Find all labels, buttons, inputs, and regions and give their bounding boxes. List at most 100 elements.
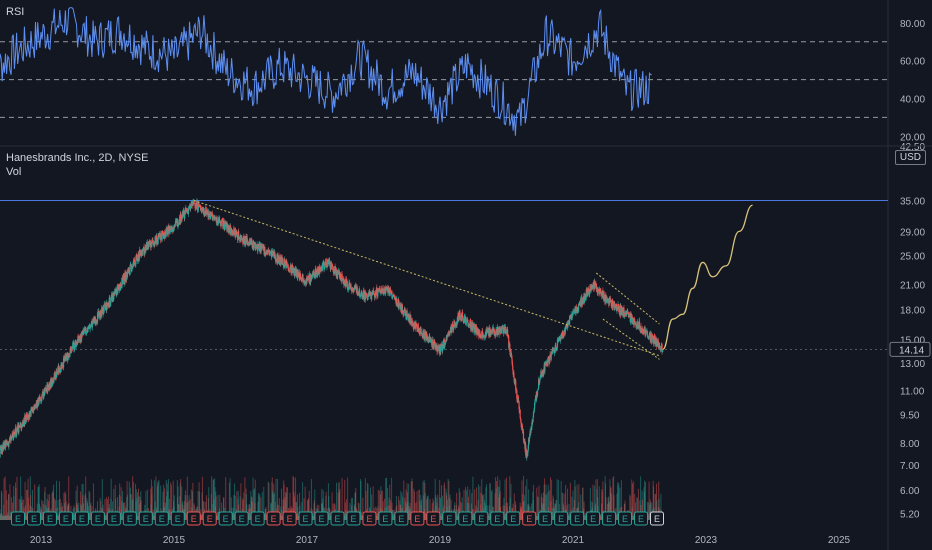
candle-body [539, 375, 542, 378]
candle-body [313, 270, 315, 274]
volume-bar [188, 495, 190, 520]
volume-bar [572, 490, 574, 520]
candle-body [20, 428, 23, 429]
candle-body [410, 324, 413, 326]
volume-bar [551, 508, 553, 520]
volume-bar [104, 515, 106, 520]
volume-bar [339, 491, 341, 520]
candle-body [487, 328, 489, 333]
volume-bar [584, 515, 586, 520]
volume-bar [629, 496, 631, 520]
candle-body [6, 442, 8, 445]
volume-bar [503, 497, 505, 520]
candle-body [143, 246, 145, 251]
candle-body [201, 207, 204, 211]
candle-body [527, 450, 529, 454]
volume-bar [406, 492, 408, 520]
candle-body [266, 251, 269, 254]
volume-bar [9, 484, 11, 520]
candle-body [216, 217, 218, 223]
candle-body [532, 412, 535, 418]
volume-bar [34, 484, 36, 520]
volume-bar [243, 492, 245, 520]
candle-body [152, 242, 154, 243]
candle-body [486, 329, 488, 332]
candle-body [122, 278, 124, 281]
candle-body [497, 329, 499, 333]
candle-body [212, 216, 215, 218]
candle-body [67, 355, 69, 361]
volume-bar [541, 493, 543, 520]
volume-bar [167, 490, 169, 520]
candle-body [85, 333, 88, 334]
candle-body [479, 334, 481, 337]
candle-body [144, 252, 146, 255]
volume-bar [655, 493, 657, 520]
candle-body [383, 288, 386, 291]
volume-bar [652, 480, 654, 520]
volume-bar [19, 499, 21, 520]
volume-bar [648, 502, 650, 520]
volume-bar [425, 513, 427, 520]
volume-bar [181, 501, 183, 520]
volume-bar [208, 487, 210, 520]
candle-body [430, 339, 433, 343]
candle-body [275, 259, 277, 262]
candle-body [235, 234, 237, 237]
volume-bar [392, 510, 394, 520]
candle-body [332, 267, 334, 269]
volume-bar [7, 512, 9, 520]
volume-bar [245, 494, 247, 520]
volume-bar [616, 513, 618, 520]
volume-bar [656, 500, 658, 520]
volume-bar [286, 487, 288, 520]
candle-body [480, 335, 482, 338]
volume-bar [46, 498, 48, 520]
candle-body [210, 211, 212, 214]
candle-body [416, 326, 418, 327]
volume-bar [658, 498, 660, 520]
volume-bar [26, 490, 28, 520]
volume-bar [22, 499, 24, 520]
candle-body [527, 445, 529, 451]
volume-bar [20, 476, 22, 520]
volume-bar [321, 488, 323, 520]
volume-bar [228, 482, 230, 520]
candle-body [389, 288, 392, 291]
volume-bar [20, 502, 22, 520]
volume-bar [426, 496, 428, 520]
volume-bar [216, 515, 218, 520]
volume-bar [72, 508, 74, 520]
volume-bar [498, 486, 500, 520]
candle-body [310, 274, 312, 281]
volume-bar [281, 509, 283, 520]
volume-bar [140, 491, 142, 520]
volume-bar [658, 481, 660, 520]
candle-body [217, 223, 219, 226]
volume-bar [565, 484, 567, 520]
candle-body [536, 395, 538, 398]
candle-body [25, 413, 27, 421]
volume-bar [425, 515, 427, 520]
volume-bar [115, 498, 117, 520]
volume-bar [153, 515, 155, 520]
volume-bar [258, 495, 260, 520]
volume-bar [3, 478, 5, 520]
volume-bar [542, 497, 544, 520]
candle-body [185, 209, 187, 212]
volume-bar [212, 479, 214, 520]
candle-body [516, 390, 518, 399]
candle-body [65, 354, 67, 355]
volume-bar [268, 482, 270, 520]
candle-body [78, 340, 80, 342]
candle-body [152, 240, 154, 243]
volume-bar [56, 480, 58, 520]
rsi-tick-label: 42.50 [900, 142, 925, 153]
volume-bar [198, 491, 200, 520]
candle-body [129, 265, 131, 275]
volume-bar [351, 497, 353, 520]
volume-bar [233, 495, 235, 520]
candle-body [131, 268, 133, 272]
volume-bar [251, 502, 253, 520]
